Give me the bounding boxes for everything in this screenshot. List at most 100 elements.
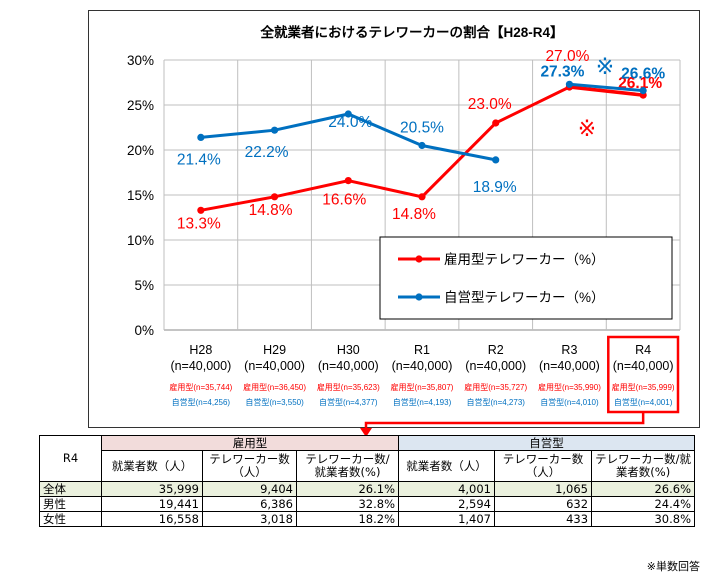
table-row: 女性 16,558 3,018 18.2% 1,407 433 30.8% [39,511,696,527]
x-tick-sample-size: (n=40,000) [244,359,305,373]
data-point [492,119,500,127]
y-tick-label: 5% [134,278,154,293]
table-cell: 3,018 [202,511,297,527]
table-cell: 24.4% [591,496,696,512]
table-cell: 19,441 [101,496,203,512]
column-header: テレワーカー数（人） [494,450,593,482]
x-tick-sample-size: (n=40,000) [392,359,453,373]
data-label: 22.2% [245,144,289,161]
chart-title: 全就業者におけるテレワーカーの割合【H28-R4】 [259,24,563,40]
column-header: テレワーカー数/就業者数(%) [591,450,696,482]
data-label: 14.8% [249,202,293,219]
y-tick-label: 0% [134,323,154,338]
series-line [569,82,644,93]
x-tick-jiei-sample: 自営型(n=3,550) [245,397,304,407]
annotation-mark: ※ [596,54,614,79]
data-label: 20.5% [400,120,444,137]
x-tick-koyo-sample: 雇用型(n=35,623) [317,382,380,392]
table-cell: 433 [494,511,593,527]
data-label: 27.3% [540,63,584,80]
table-cell: 30.8% [591,511,696,527]
legend-marker [415,255,423,263]
y-tick-label: 30% [127,53,154,68]
data-point [344,177,352,185]
x-tick-label: R1 [414,343,430,357]
table-cell: 16,558 [101,511,203,527]
table-cell: 32.8% [295,496,400,512]
series-line [569,85,644,97]
table-row: 男性 19,441 6,386 32.8% 2,594 632 24.4% [39,496,696,512]
row-label: 全体 [39,481,102,497]
y-tick-label: 20% [127,143,154,158]
footnote: ※単数回答 [646,560,700,573]
data-label: 14.8% [392,206,436,223]
x-tick-koyo-sample: 雇用型(n=35,990) [538,382,601,392]
data-point [197,206,205,214]
table-cell: 2,594 [398,496,496,512]
x-tick-koyo-sample: 雇用型(n=36,450) [243,382,306,392]
x-tick-label: H30 [337,343,360,357]
column-header: 就業者数（人） [101,450,203,482]
x-tick-label: H29 [263,343,286,357]
data-label: 13.3% [177,215,221,232]
data-point [418,141,426,150]
data-point [639,87,647,95]
r4-link-arrow [364,412,645,430]
x-tick-jiei-sample: 自営型(n=4,273) [466,397,525,407]
x-tick-sample-size: (n=40,000) [539,359,600,373]
data-point [565,80,574,88]
data-point [492,156,500,164]
group-header-jiei: 自営型 [398,435,696,451]
x-tick-label: R4 [635,343,651,357]
chart-frame [88,10,700,428]
data-label: 26.1% [618,75,662,92]
data-point [344,110,352,118]
table-corner-label: R4 [39,435,102,482]
data-point [270,193,279,201]
legend-box [379,236,673,320]
legend-entry: 自営型テレワーカー（%） [444,290,605,305]
x-tick-sample-size: (n=40,000) [465,359,526,373]
data-point [418,193,426,201]
row-label: 男性 [39,496,102,512]
table-cell: 6,386 [202,496,297,512]
x-tick-koyo-sample: 雇用型(n=35,999) [612,382,675,392]
table-cell: 632 [494,496,593,512]
data-point [197,133,205,141]
column-header: テレワーカー数（人） [202,450,297,482]
y-tick-label: 10% [127,233,154,248]
table-cell: 1,065 [494,481,593,497]
table-cell: 18.2% [295,511,400,527]
annotation-mark: ※ [578,116,596,141]
y-tick-label: 25% [127,98,154,113]
x-tick-jiei-sample: 自営型(n=4,001) [614,397,673,407]
x-tick-sample-size: (n=40,000) [613,359,674,373]
y-tick-label: 15% [127,188,154,203]
x-tick-jiei-sample: 自営型(n=4,256) [172,397,231,407]
x-tick-label: H28 [189,343,212,357]
table-row: 全体 35,999 9,404 26.1% 4,001 1,065 26.6% [39,481,696,497]
r4-link-arrowhead [360,428,372,437]
table-cell: 9,404 [202,481,297,497]
x-tick-label: R2 [488,343,504,357]
r4-breakdown-table: R4 雇用型 自営型 就業者数（人） テレワーカー数（人） テレワーカー数/就業… [39,435,696,527]
data-label: 18.9% [473,179,517,196]
x-tick-koyo-sample: 雇用型(n=35,744) [169,382,232,392]
data-label: 16.6% [322,192,366,209]
x-tick-sample-size: (n=40,000) [318,359,379,373]
table-cell: 4,001 [398,481,496,497]
x-tick-koyo-sample: 雇用型(n=35,807) [391,382,454,392]
table-cell: 26.1% [295,481,400,497]
legend-marker [415,293,423,301]
data-label: 24.0% [328,114,372,131]
table-cell: 1,407 [398,511,496,527]
x-tick-sample-size: (n=40,000) [170,359,231,373]
legend-entry: 雇用型テレワーカー（%） [444,251,605,267]
series-line [200,85,571,212]
x-tick-label: R3 [561,343,577,357]
x-tick-jiei-sample: 自営型(n=4,193) [393,397,452,407]
data-label: 23.0% [468,96,512,113]
column-header: テレワーカー数/就業者数(%) [295,450,400,482]
x-tick-jiei-sample: 自営型(n=4,377) [319,397,378,407]
data-label: 21.4% [177,151,221,168]
